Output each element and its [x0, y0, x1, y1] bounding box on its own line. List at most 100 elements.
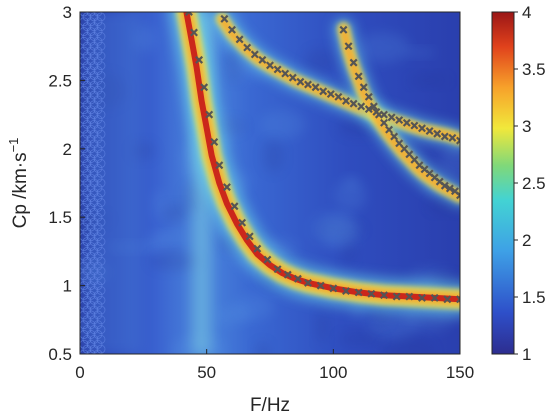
- colorbar: 1 1.5 2 2.5 3 3.5 4: [491, 3, 546, 364]
- left-circle-marker: [80, 349, 89, 354]
- left-circle-marker: [96, 178, 106, 188]
- left-circle-marker: [96, 22, 106, 32]
- picked-point-marker: [228, 25, 236, 34]
- left-circle-marker: [96, 237, 106, 247]
- left-circle-marker: [80, 203, 89, 212]
- left-circle-marker: [80, 46, 89, 56]
- background-texture: [148, 251, 200, 271]
- picked-point-marker: [304, 278, 312, 287]
- left-circle-marker: [93, 349, 103, 354]
- y-axis: 0.5 1 1.5 2 2.5 3: [48, 3, 85, 364]
- left-circle-marker: [80, 173, 89, 183]
- picked-point-marker: [354, 72, 363, 81]
- y-axis-label-main: Cp /km·s: [10, 152, 31, 228]
- picked-point-marker: [281, 69, 290, 78]
- left-circle-marker: [86, 349, 96, 354]
- picked-point-marker: [410, 121, 419, 130]
- left-circle-marker: [80, 163, 89, 173]
- left-circle-marker: [80, 222, 89, 232]
- left-circle-marker: [80, 154, 89, 163]
- picked-point-marker: [387, 113, 396, 122]
- left-circle-marker: [96, 217, 106, 227]
- left-circle-marker: [80, 310, 89, 320]
- left-circle-marker: [96, 344, 106, 354]
- left-circle-marker: [96, 149, 106, 159]
- colorbar-gradient: [491, 11, 515, 355]
- left-circle-marker: [96, 334, 106, 344]
- left-circle-marker: [80, 320, 89, 330]
- picked-point-marker: [344, 42, 353, 51]
- left-circle-marker: [96, 41, 106, 51]
- left-circle-marker: [96, 295, 106, 305]
- left-circle-marker: [96, 129, 106, 139]
- picked-point-marker: [195, 55, 204, 64]
- colorbar-tick-label: 3: [522, 117, 531, 136]
- picked-point-marker: [359, 83, 368, 92]
- y-axis-label: Cp /km·s−1: [6, 138, 31, 229]
- colorbar-tick-label: 4: [522, 3, 531, 22]
- left-circle-marker: [96, 207, 106, 217]
- left-circle-marker: [96, 325, 106, 334]
- left-circle-marker: [96, 246, 106, 256]
- left-circle-marker: [96, 305, 106, 315]
- left-circle-marker: [80, 290, 89, 300]
- left-circle-marker: [96, 61, 106, 71]
- picked-point-marker: [220, 14, 229, 23]
- left-circle-marker: [80, 261, 89, 271]
- left-circle-marker: [80, 330, 89, 339]
- plot-frame: [79, 11, 461, 355]
- left-circle-marker: [96, 266, 106, 276]
- background-texture: [334, 179, 367, 212]
- left-circle-marker: [80, 76, 89, 85]
- picked-point-marker: [250, 50, 259, 59]
- left-circle-marker: [80, 36, 89, 46]
- background-texture: [152, 190, 167, 220]
- left-circle-marker: [80, 27, 89, 36]
- picked-point-marker: [440, 181, 449, 190]
- picked-point-marker: [273, 65, 282, 74]
- picked-point-marker: [253, 244, 262, 253]
- left-circle-marker: [80, 242, 89, 251]
- left-circle-marker: [96, 168, 106, 178]
- left-circle-marker: [96, 198, 106, 207]
- colorbar-tick-label: 2.5: [522, 174, 546, 193]
- left-circle-marker: [80, 183, 89, 193]
- picked-point-marker: [380, 291, 388, 300]
- left-circle-marker: [80, 17, 89, 27]
- left-circle-marker: [96, 71, 106, 80]
- background-texture: [215, 306, 253, 325]
- colorbar-tick-label: 3.5: [522, 60, 546, 79]
- picked-point-marker: [392, 292, 401, 301]
- left-circle-marker: [80, 339, 89, 349]
- left-circle-marker: [96, 227, 106, 237]
- background-texture: [337, 331, 384, 346]
- picked-point-marker: [329, 284, 338, 293]
- heatmap-area: [79, 11, 461, 355]
- picked-point-marker: [296, 77, 305, 86]
- left-circle-marker: [96, 276, 106, 286]
- left-circle-marker: [96, 100, 106, 110]
- y-axis-label-superscript: −1: [6, 138, 21, 153]
- picked-point-marker: [443, 295, 452, 304]
- x-axis-label: F/Hz: [250, 395, 290, 416]
- picked-point-marker: [205, 110, 214, 119]
- picked-point-marker: [433, 129, 442, 138]
- picked-point-marker: [266, 61, 274, 70]
- picked-point-marker: [456, 295, 460, 304]
- background-texture: [438, 144, 460, 180]
- picked-point-marker: [342, 287, 350, 296]
- left-circle-marker: [80, 134, 89, 144]
- picked-point-marker: [354, 288, 363, 297]
- left-circle-marker: [80, 115, 89, 124]
- picked-point-marker: [402, 118, 411, 127]
- picked-point-marker: [200, 83, 209, 92]
- picked-point-marker: [283, 270, 292, 279]
- picked-point-marker: [456, 191, 460, 200]
- background-texture: [259, 110, 305, 140]
- picked-point-marker: [258, 55, 267, 64]
- x-axis: 0 50 100 150: [75, 349, 474, 382]
- picked-point-marker: [380, 118, 388, 127]
- picked-point-marker: [243, 43, 252, 52]
- picked-point-marker: [293, 274, 302, 283]
